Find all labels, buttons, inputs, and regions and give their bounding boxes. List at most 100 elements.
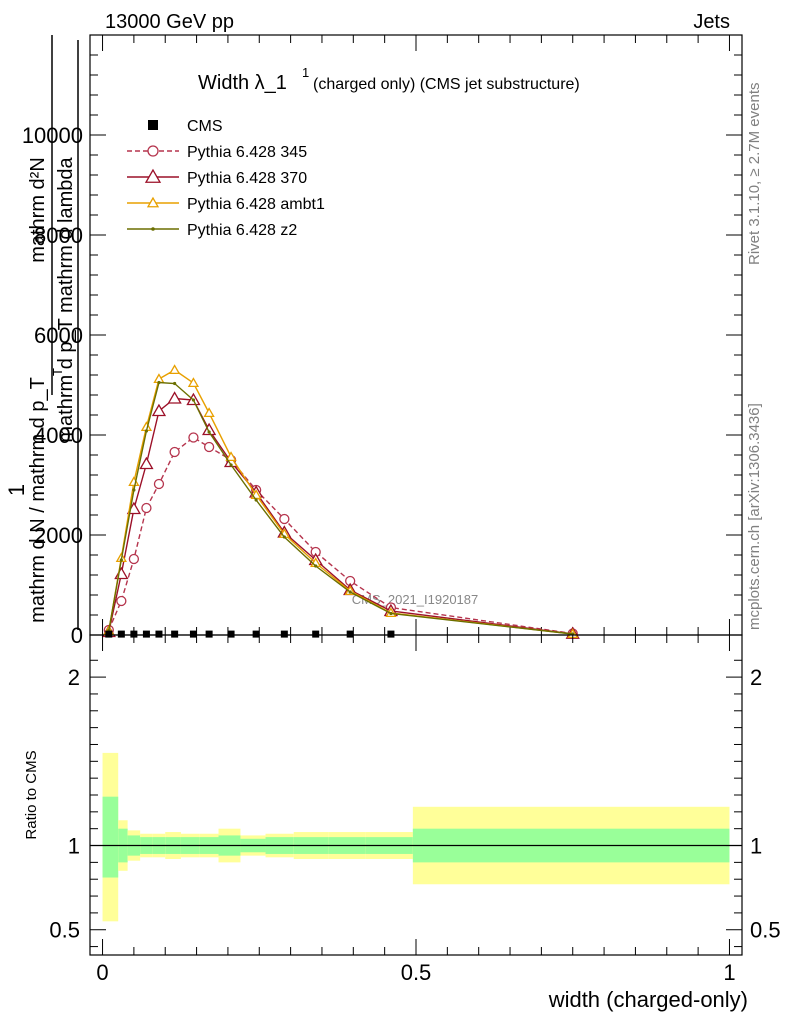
cms-point [280, 630, 288, 638]
title-main: Width λ_1 [198, 72, 287, 94]
legend-marker [144, 168, 162, 183]
ytick-label: 0 [71, 623, 83, 648]
ratio-ytick-label: 2 [68, 665, 80, 690]
main-ytick-labels: 0 2000 4000 6000 8000 10000 [22, 123, 83, 648]
ratio-ytick-label-right: 2 [750, 665, 762, 690]
data-point [116, 595, 127, 607]
ratio-plot-frame [89, 634, 743, 956]
ylabel-bottom: mathrm d N / mathrm d p_T [27, 377, 49, 623]
data-point [188, 432, 199, 443]
cms-point [130, 630, 138, 638]
data-point [191, 398, 196, 402]
data-point [128, 553, 140, 565]
ytick-label: 4000 [34, 423, 83, 448]
ylabel-top-frac: mathrm d²N [27, 157, 49, 263]
title-superscript: 1 [302, 65, 309, 80]
cms-point [346, 630, 354, 638]
cms-point [205, 630, 213, 638]
data-point [279, 513, 290, 525]
cms-point [105, 630, 113, 638]
data-point [151, 403, 167, 417]
legend-marker [148, 120, 158, 130]
cms-point [155, 630, 163, 638]
data-point [229, 463, 233, 467]
series-line [108, 369, 573, 635]
data-point [348, 590, 352, 594]
ytick-label: 6000 [34, 323, 83, 348]
data-point [282, 535, 286, 539]
data-point [157, 380, 161, 385]
ylabel-bottom-frac: mathrm d p_T mathrm d lambda [55, 156, 77, 442]
ytick-label: 10000 [22, 123, 83, 148]
data-point [141, 502, 152, 514]
series-4 [107, 380, 575, 636]
data-point [225, 451, 237, 462]
rivet-label: Rivet 3.1.10, ≥ 2.7M events [746, 83, 763, 266]
legend-label: Pythia 6.428 z2 [187, 222, 297, 239]
data-point [314, 564, 318, 568]
series-line [108, 397, 573, 635]
data-point [128, 476, 140, 487]
ylabel-sub: T [50, 368, 65, 376]
data-point [167, 391, 182, 404]
cms-point [142, 630, 150, 638]
data-point [389, 611, 393, 616]
cms-point [227, 630, 235, 638]
title-rest: (charged only) (CMS jet substructure) [313, 76, 580, 93]
legend-label: CMS [187, 118, 223, 135]
legend-marker [147, 145, 159, 157]
data-point [203, 441, 215, 453]
ratio-ylabel: Ratio to CMS [23, 750, 40, 839]
legend-marker [151, 227, 155, 231]
legend: CMS Pythia 6.428 345 Pythia 6.428 370 Pythi… [127, 118, 325, 239]
data-point [144, 429, 149, 433]
legend-label: Pythia 6.428 345 [187, 144, 307, 161]
legend-label: Pythia 6.428 ambt1 [187, 196, 325, 213]
main-ylabel: mathrm d²N mathrm d p_T mathrm d lambda … [4, 35, 79, 630]
xtick-label: 1 [723, 960, 735, 985]
legend-label: Pythia 6.428 370 [187, 170, 307, 187]
xtick-label: 0.5 [401, 960, 432, 985]
series-2 [101, 391, 580, 639]
data-point [173, 381, 177, 386]
data-point [114, 566, 129, 580]
ytick-label: 8000 [34, 223, 83, 248]
cms-data-points [105, 630, 395, 638]
cms-point [312, 630, 320, 638]
xtick-label: 0 [96, 960, 108, 985]
data-point [201, 422, 217, 436]
series-1 [103, 432, 578, 639]
data-point [207, 430, 211, 434]
header-left: 13000 GeV pp [105, 11, 234, 33]
data-point [139, 456, 154, 470]
header-right: Jets [693, 11, 730, 33]
ylabel-one: 1 [4, 484, 29, 496]
plot-title: Width λ_1 1 (charged only) (CMS jet subs… [198, 65, 580, 94]
data-point [153, 478, 165, 490]
cms-point [189, 630, 197, 638]
cms-point [252, 630, 260, 638]
data-point [254, 498, 258, 502]
series-line [108, 381, 573, 635]
data-point [187, 377, 200, 388]
series-3 [103, 364, 579, 639]
ratio-tick-labels: 0.5 0.5 1 1 2 2 0 0.5 1 [49, 665, 780, 985]
x-axis-label: width (charged-only) [548, 987, 748, 1012]
legend-marker [146, 196, 160, 208]
ratio-ytick-label-right: 1 [750, 834, 762, 859]
series-layer [101, 364, 580, 639]
data-point [169, 446, 180, 458]
legend-entry: Pythia 6.428 345 [127, 144, 307, 161]
cms-point [387, 630, 395, 638]
ratio-axis-ticks [90, 635, 742, 955]
legend-entry: Pythia 6.428 ambt1 [127, 196, 325, 213]
cms-point [117, 630, 125, 638]
data-point [119, 558, 123, 562]
legend-entry: Pythia 6.428 370 [127, 168, 307, 187]
ratio-ytick-label-right: 0.5 [750, 918, 781, 943]
data-point [169, 364, 181, 375]
ratio-bands [102, 752, 730, 922]
ytick-label: 2000 [34, 523, 83, 548]
ratio-ytick-label: 0.5 [49, 918, 80, 943]
